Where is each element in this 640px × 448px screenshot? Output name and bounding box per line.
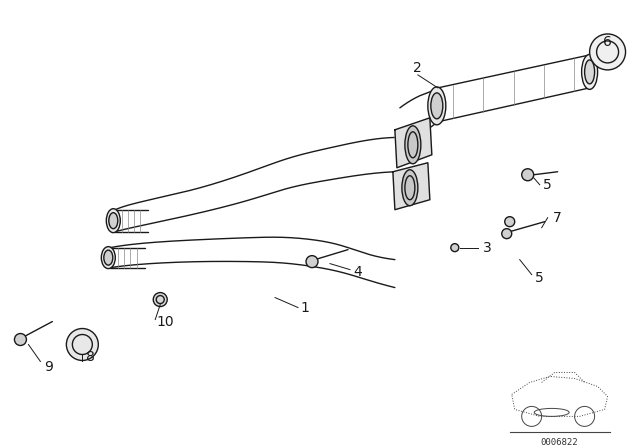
Ellipse shape xyxy=(431,93,443,119)
Ellipse shape xyxy=(109,213,118,228)
Text: 7: 7 xyxy=(553,211,562,225)
Circle shape xyxy=(306,256,318,267)
Text: 10: 10 xyxy=(156,314,174,328)
Circle shape xyxy=(505,217,515,227)
Text: 2: 2 xyxy=(413,61,422,75)
Ellipse shape xyxy=(584,60,595,84)
Ellipse shape xyxy=(405,126,421,164)
Text: 3: 3 xyxy=(483,241,492,254)
Text: 5: 5 xyxy=(535,271,544,284)
Circle shape xyxy=(15,333,26,345)
Circle shape xyxy=(502,228,512,239)
Circle shape xyxy=(522,169,534,181)
Ellipse shape xyxy=(101,247,115,269)
Polygon shape xyxy=(395,118,432,168)
Ellipse shape xyxy=(428,87,446,125)
Polygon shape xyxy=(393,163,430,210)
Text: 4: 4 xyxy=(353,265,362,279)
Text: 8: 8 xyxy=(86,350,95,365)
Text: 0006822: 0006822 xyxy=(541,438,579,447)
Circle shape xyxy=(451,244,459,252)
Text: 6: 6 xyxy=(603,35,612,49)
Circle shape xyxy=(153,293,167,306)
Text: 5: 5 xyxy=(543,178,552,192)
Ellipse shape xyxy=(106,209,120,233)
Text: 9: 9 xyxy=(44,361,53,375)
Ellipse shape xyxy=(104,250,113,265)
Circle shape xyxy=(67,328,99,361)
Circle shape xyxy=(589,34,625,70)
Ellipse shape xyxy=(582,54,598,89)
Text: 1: 1 xyxy=(301,301,310,314)
Ellipse shape xyxy=(402,170,418,206)
